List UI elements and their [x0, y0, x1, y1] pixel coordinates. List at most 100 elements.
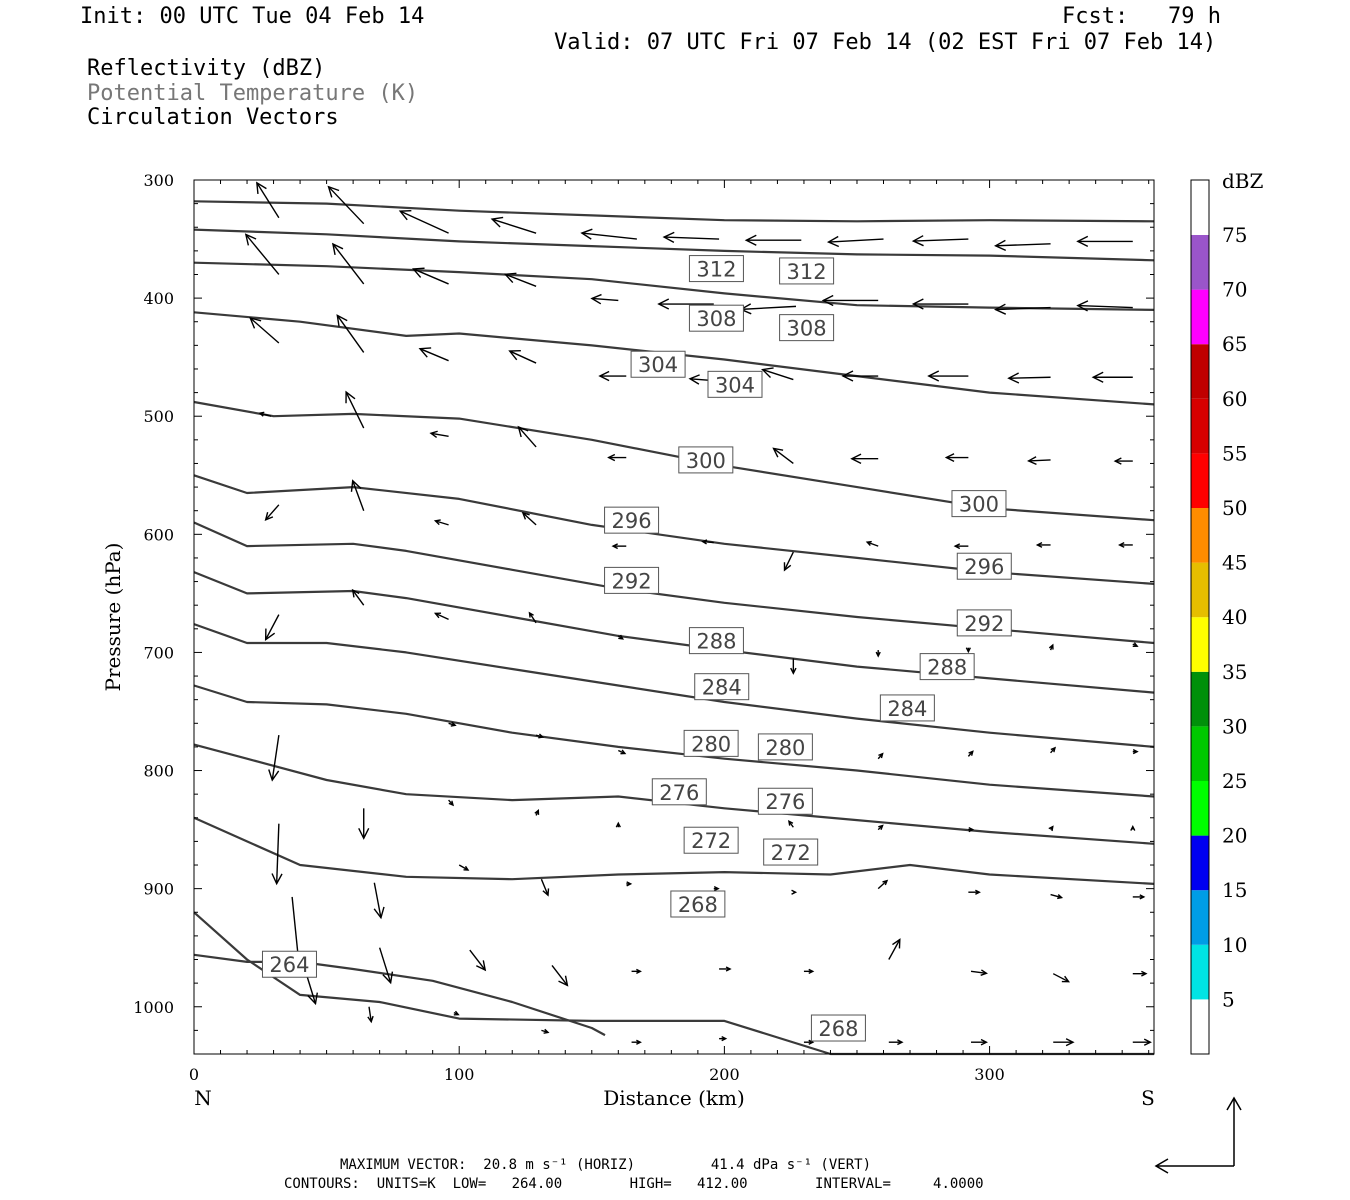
vector-arrow-85 — [373, 882, 385, 920]
vector-head — [615, 821, 621, 828]
colorbar-tick-label: 5 — [1222, 987, 1235, 1011]
contour-label-box — [694, 673, 750, 701]
vector-head — [590, 293, 602, 305]
vector-head — [761, 367, 774, 378]
vector-arrow-106 — [367, 1006, 374, 1024]
vector-arrow-52 — [953, 543, 969, 550]
vector-arrow-82 — [1048, 825, 1054, 832]
contour-label-box — [261, 950, 317, 978]
contour-label-box — [779, 257, 835, 285]
vector-arrow-71 — [967, 750, 974, 757]
vector-shaft — [551, 964, 568, 986]
vector-head — [351, 588, 360, 598]
vector-shaft — [245, 234, 280, 275]
vector-arrow-17 — [739, 303, 797, 315]
vector-shaft — [877, 880, 888, 890]
colorbar-segment — [1191, 344, 1209, 399]
vector-arrow-99 — [631, 968, 642, 974]
vector-arrow-48 — [611, 543, 627, 550]
contour-line-284-8 — [193, 623, 1155, 748]
contour-label-268-22: 268 — [670, 890, 726, 918]
contour-label-296-9: 296 — [956, 552, 1012, 580]
vector-head — [875, 651, 881, 658]
vector-arrow-113 — [971, 1038, 988, 1046]
colorbar-segment — [1191, 453, 1209, 508]
vector-head — [1130, 825, 1136, 831]
colorbar-tick-label: 65 — [1222, 332, 1247, 356]
vector-shaft — [664, 236, 720, 240]
vector-head — [1065, 1038, 1075, 1047]
vector-arrow-5 — [662, 231, 720, 244]
vector-arrow-43 — [1113, 457, 1133, 465]
vector-arrow-58 — [528, 611, 537, 624]
contour-line-308-2 — [193, 261, 1155, 311]
vector-head — [307, 992, 319, 1006]
valid-time: Valid: 07 UTC Fri 07 Feb 14 (02 EST Fri … — [554, 30, 1217, 55]
vector-arrow-93 — [1050, 893, 1064, 900]
vector-arrow-102 — [888, 938, 901, 960]
vector-shaft — [345, 391, 365, 429]
vector-arrow-9 — [994, 239, 1051, 252]
vector-shaft — [265, 614, 280, 640]
contour-label-304-4: 304 — [630, 350, 686, 378]
contour-line-312-1 — [193, 228, 1155, 262]
vector-head — [476, 960, 487, 972]
vector-head — [367, 1015, 374, 1024]
vector-shaft — [702, 540, 714, 544]
vector-head — [358, 828, 370, 840]
x-axis-label: Distance (km) — [603, 1086, 745, 1110]
vector-arrow-110 — [719, 1036, 728, 1042]
vector-head — [882, 879, 889, 886]
contour-label-312-0: 312 — [688, 255, 744, 283]
contour-label-text: 288 — [696, 630, 736, 654]
colorbar-tick-label: 70 — [1222, 278, 1247, 302]
vector-head — [994, 303, 1007, 315]
vector-head — [980, 969, 988, 976]
contour-label-box — [779, 314, 835, 342]
vector-head — [1050, 746, 1057, 753]
vector-head — [968, 826, 975, 833]
contour-line-304-3 — [193, 311, 1155, 406]
colorbar-tick-label: 20 — [1222, 824, 1247, 848]
colorbar-segment — [1191, 890, 1209, 945]
vector-arrow-90 — [791, 889, 798, 895]
contour-label-box — [604, 566, 660, 594]
contour-label-312-1: 312 — [779, 257, 835, 285]
vector-head — [788, 819, 794, 826]
vector-shaft — [888, 939, 901, 960]
vector-shaft — [352, 589, 365, 606]
contour-label-276-18: 276 — [651, 778, 707, 806]
vector-arrow-109 — [631, 1039, 642, 1045]
contour-label-box — [707, 370, 763, 398]
vector-head — [892, 938, 901, 949]
x-tick-label: 300 — [974, 1065, 1005, 1084]
contour-label-text: 312 — [696, 258, 736, 282]
vector-head — [327, 185, 340, 198]
colorbar-segment — [1191, 671, 1209, 727]
vector-arrow-55 — [264, 614, 280, 642]
y-tick-label: 600 — [143, 525, 174, 544]
vector-arrow-28 — [761, 367, 794, 381]
contour-label-text: 292 — [964, 612, 1004, 636]
field-reflectivity: Reflectivity (dBZ) — [87, 56, 326, 81]
vector-head — [1061, 975, 1071, 983]
vector-arrow-31 — [1007, 372, 1051, 384]
vector-arrow-22 — [249, 316, 280, 344]
contour-label-text: 284 — [702, 676, 742, 700]
contour-label-280-17: 280 — [757, 733, 813, 761]
vector-arrow-77 — [534, 808, 540, 816]
vector-head — [865, 540, 872, 546]
x-tick-label: 200 — [709, 1065, 740, 1084]
vector-arrow-51 — [865, 540, 879, 547]
vector-arrow-16 — [657, 298, 714, 310]
vector-shaft — [783, 551, 794, 571]
field-circulation-vectors: Circulation Vectors — [87, 105, 339, 130]
vector-arrow-1 — [327, 185, 365, 225]
vector-shaft — [435, 520, 449, 526]
vector-shaft — [332, 243, 365, 285]
vector-head — [688, 374, 700, 385]
footer-max-vector: MAXIMUM VECTOR: 20.8 m s⁻¹ (HORIZ) 41.4 … — [340, 1157, 872, 1173]
contour-label-284-14: 284 — [694, 673, 750, 701]
vector-shaft — [275, 823, 280, 884]
